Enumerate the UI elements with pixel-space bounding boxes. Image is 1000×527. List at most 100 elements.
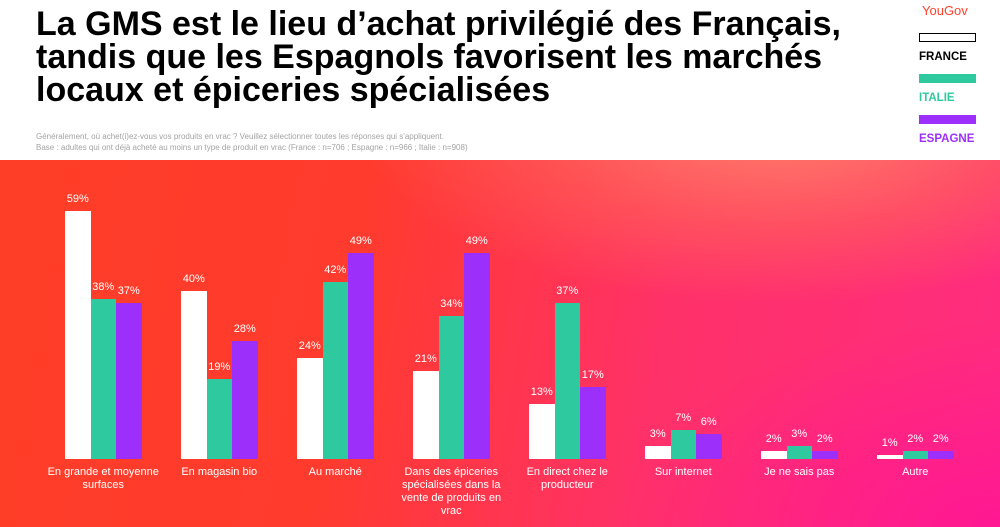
category-label: En direct chez le producteur [526, 466, 608, 491]
value-label: 2% [754, 433, 794, 446]
bar-espagne [928, 450, 954, 459]
value-unit: % [477, 234, 488, 247]
bar-espagne [580, 387, 606, 459]
value-unit: % [655, 428, 666, 441]
chart-area: 59% 38% 37% En grande et moyenne surfaces 40… [0, 160, 1000, 527]
legend-label-italie: ITALIE [919, 92, 955, 104]
chart-subtitle: Généralement, où achet(i)ez-vous vos pro… [36, 131, 468, 153]
category-label: Sur internet [654, 466, 712, 478]
legend-swatch-france [919, 33, 976, 42]
category-label: Dans des épiceries spécialisées dans la … [401, 466, 502, 517]
value-number: 28 [233, 323, 246, 336]
value-number: 6 [700, 415, 707, 428]
bar-italie [206, 379, 232, 459]
value-label: 21% [406, 353, 446, 366]
value-unit: % [822, 432, 833, 445]
value-label: 49% [341, 235, 381, 248]
bar-italie [438, 315, 464, 459]
legend-item-espagne: ESPAGNE [919, 115, 983, 156]
legend-label-espagne: ESPAGNE [919, 133, 975, 145]
chart-title: La GMS est le lieu d’achat privilégié de… [36, 5, 841, 109]
value-number: 2 [907, 432, 914, 445]
bar-france [413, 370, 439, 459]
bar-espagne [348, 252, 374, 459]
value-number: 19 [208, 361, 221, 373]
question-text: Généralement, où achet(i)ez-vous vos pro… [36, 132, 444, 141]
value-label: 3% [638, 428, 678, 441]
bar-italie [786, 446, 812, 459]
value-number: 37 [556, 285, 569, 298]
value-label: 59% [58, 193, 98, 206]
value-unit: % [104, 281, 115, 294]
value-unit: % [426, 352, 437, 365]
value-number: 3 [791, 428, 798, 441]
bar-france [65, 210, 91, 459]
legend-label-france: FRANCE [919, 51, 967, 63]
value-label: 38% [83, 281, 123, 294]
value-number: 49 [465, 234, 478, 247]
value-label: 49% [457, 235, 497, 248]
value-number: 3 [649, 428, 656, 441]
value-unit: % [220, 361, 231, 373]
base-text: Base : adultes qui ont déjà acheté au mo… [36, 143, 468, 152]
legend-swatch-italie [919, 74, 976, 83]
value-label: 1% [870, 437, 910, 450]
value-number: 59 [66, 192, 79, 205]
bar-espagne [232, 341, 258, 459]
bar-italie [902, 450, 928, 459]
value-unit: % [336, 264, 347, 277]
value-number: 42 [324, 264, 337, 277]
bar-italie [554, 303, 580, 459]
value-unit: % [887, 436, 898, 449]
value-label: 17% [573, 369, 613, 382]
value-unit: % [310, 339, 321, 352]
bar-espagne [116, 303, 142, 459]
bar-france [181, 290, 207, 459]
value-unit: % [913, 432, 924, 445]
legend-swatch-espagne [919, 115, 976, 124]
value-number: 2 [932, 432, 939, 445]
value-unit: % [593, 369, 604, 382]
bar-france [297, 357, 323, 459]
value-label: 7% [663, 412, 703, 425]
bar-france [761, 450, 787, 459]
legend: FRANCE ITALIE ESPAGNE [919, 33, 983, 156]
value-label: 6% [689, 416, 729, 429]
value-unit: % [78, 192, 89, 205]
yougov-logo: YouGov [922, 3, 968, 18]
bar-italie [90, 299, 116, 459]
value-number: 1 [881, 436, 888, 449]
value-label: 2% [895, 433, 935, 446]
value-number: 13 [530, 386, 543, 399]
legend-item-italie: ITALIE [919, 74, 983, 115]
value-label: 13% [522, 386, 562, 399]
value-unit: % [129, 285, 140, 298]
bar-espagne [812, 450, 838, 459]
value-label: 37% [109, 285, 149, 298]
bar-france [645, 446, 671, 459]
value-label: 28% [225, 323, 265, 336]
category-label: En grande et moyenne surfaces [47, 466, 159, 491]
value-label: 37% [547, 285, 587, 298]
value-number: 21 [414, 352, 427, 365]
value-label: 34% [431, 298, 471, 311]
value-number: 7 [675, 411, 682, 424]
bar-france [877, 454, 903, 459]
value-unit: % [706, 415, 717, 428]
category-label: Autre [902, 466, 929, 478]
category-label: Je ne sais pas [764, 466, 835, 478]
value-number: 2 [765, 432, 772, 445]
value-number: 24 [298, 339, 311, 352]
value-unit: % [771, 432, 782, 445]
value-number: 34 [440, 297, 453, 310]
value-number: 49 [349, 234, 362, 247]
value-unit: % [194, 272, 205, 285]
value-unit: % [681, 411, 692, 424]
value-unit: % [245, 323, 256, 336]
value-number: 17 [581, 369, 594, 382]
value-number: 38 [92, 281, 105, 294]
value-label: 2% [805, 433, 845, 446]
value-label: 19% [199, 361, 239, 374]
value-label: 2% [921, 433, 961, 446]
